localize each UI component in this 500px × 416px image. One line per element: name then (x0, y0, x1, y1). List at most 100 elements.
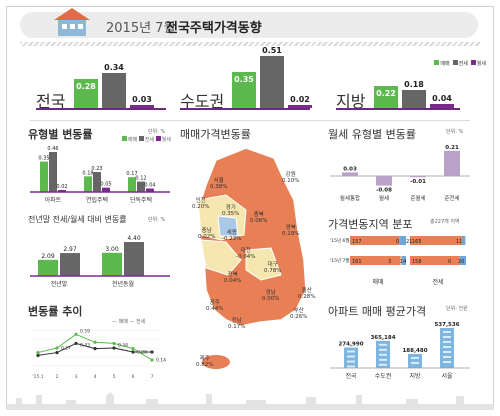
trend-xtick: 6 (132, 374, 135, 380)
dist-segment (399, 236, 406, 245)
apt-category: 서울 (441, 372, 453, 380)
map-region-label: 강원 0.10% (282, 172, 300, 184)
trend-xtick: 3 (75, 374, 78, 380)
summary-baseline (336, 108, 460, 110)
dist-value: 20 (458, 259, 464, 265)
dist-category: 전세 (432, 278, 443, 286)
rent-bar (376, 176, 392, 186)
korea-map (197, 147, 307, 369)
type-change-title: 유형별 변동률 (28, 128, 93, 141)
summary-value: 0.22 (376, 88, 396, 98)
trend-point (93, 346, 97, 351)
rent-value: -0.08 (376, 188, 392, 194)
ratio-bar (102, 252, 122, 276)
summary-value: 0.28 (76, 82, 96, 92)
type-value: 0.18 (82, 170, 93, 176)
trend-legend: — 매매 — 전세 (112, 319, 146, 325)
rent-type-unit: 단위: % (446, 129, 464, 135)
trend-point (36, 350, 40, 355)
rent-value: 0.21 (445, 145, 459, 151)
type-bar (93, 172, 101, 192)
trend-xtick: 4 (94, 374, 97, 380)
apt-category: 전국 (345, 372, 357, 380)
hatch-divider (20, 42, 480, 46)
map-region-label: 경기 0.35% (222, 205, 240, 217)
map-region-label: 인천 0.20% (192, 198, 210, 210)
dist-title: 가격변동지역 분포 (328, 218, 413, 231)
map-region-label: 충북 0.06% (250, 212, 268, 224)
type-bar (58, 190, 66, 192)
rent-bar (342, 172, 358, 176)
rent-value: 0.03 (343, 166, 357, 172)
skyline-decoration (6, 392, 494, 410)
region-label: 전국 (36, 92, 66, 111)
apt-price-title: 아파트 매매 평균가격 (328, 305, 427, 318)
divider (30, 120, 470, 121)
type-change-legend: 매매 전세 월세 (122, 136, 171, 143)
trend-label: 0.34 (118, 342, 128, 348)
type-value: 0.46 (47, 146, 58, 152)
dist-chart: '15년 6월 '15년 7월 157 0 21 165 11 161 3 14 158 0 20 매매 전… (330, 236, 466, 286)
summary-bar (260, 56, 284, 108)
dist-value: 0 (396, 239, 399, 245)
map-region-label: 전북 0.04% (224, 272, 242, 284)
summary-bar (102, 73, 126, 108)
dist-category: 매매 (372, 278, 383, 286)
apt-category: 수도권 (375, 372, 392, 380)
ratio-value: 4.40 (127, 235, 141, 242)
summary-value: 0.04 (432, 93, 452, 103)
trend-point (112, 341, 116, 346)
trend-point (150, 350, 154, 354)
summary-bar (402, 89, 426, 108)
ratio-value: 2.97 (63, 246, 77, 253)
ratio-category: 전년말 (51, 280, 68, 288)
summary-baseline (180, 108, 310, 110)
summary-value: 0.18 (404, 79, 424, 89)
dist-segment (350, 256, 401, 265)
ratio-bar (124, 242, 144, 276)
map-region-label: 전남 0.17% (228, 318, 246, 330)
map-region-label: 서울 0.38% (210, 178, 228, 190)
rent-bar (410, 176, 426, 178)
map-region-label: 광주 0.44% (206, 300, 224, 312)
apt-value: 188,480 (402, 348, 427, 354)
dist-value: 11 (456, 239, 462, 245)
trend-xtick: '15.1 (32, 374, 43, 380)
title-date: 2015년 7월 (106, 21, 176, 36)
trend-chart: 0.27 0.59 0.43 0.34 0.28 0.14 '15.1 2 3 4 5 6 7 (32, 329, 166, 380)
dist-value: 161 (352, 259, 362, 265)
trend-point (112, 346, 116, 350)
type-value: 0.17 (126, 171, 137, 177)
dist-value: 165 (412, 239, 422, 245)
apt-price-unit: 단위: 천원 (446, 306, 468, 312)
trend-label: 0.14 (156, 358, 166, 364)
trend-point (74, 332, 78, 336)
dist-segment (459, 256, 466, 265)
trend-point (131, 346, 135, 351)
dist-segment (401, 256, 406, 265)
dist-value: 0 (448, 259, 451, 265)
type-change-unit: 단위: % (148, 129, 166, 135)
trend-xtick: 7 (151, 374, 154, 380)
map-region-label: 대구 0.78% (264, 262, 282, 274)
dist-unit: 총227개 지역 (430, 219, 460, 225)
dist-segment (461, 236, 466, 245)
map-region-label: 제주 0.82% (196, 356, 214, 368)
trend-point (36, 353, 40, 358)
ratio-bar (38, 259, 58, 276)
rent-category: 준전세 (444, 194, 459, 202)
type-bar (137, 181, 145, 192)
title-main: 전국주택가격동향 (166, 21, 262, 36)
dist-segment (400, 256, 402, 265)
ratio-bar (60, 253, 80, 276)
type-value: 0.04 (144, 183, 155, 189)
type-value: 0.05 (100, 182, 111, 188)
summary-bar (374, 85, 398, 108)
summary-value: 0.03 (132, 94, 152, 104)
map-region-label: 경북 0.19% (282, 225, 300, 237)
rent-bar (444, 150, 460, 176)
apt-value: 537,536 (434, 322, 459, 328)
rent-value: -0.01 (410, 179, 426, 185)
type-category: 아파트 (45, 196, 62, 204)
apt-value: 365,184 (370, 335, 395, 341)
